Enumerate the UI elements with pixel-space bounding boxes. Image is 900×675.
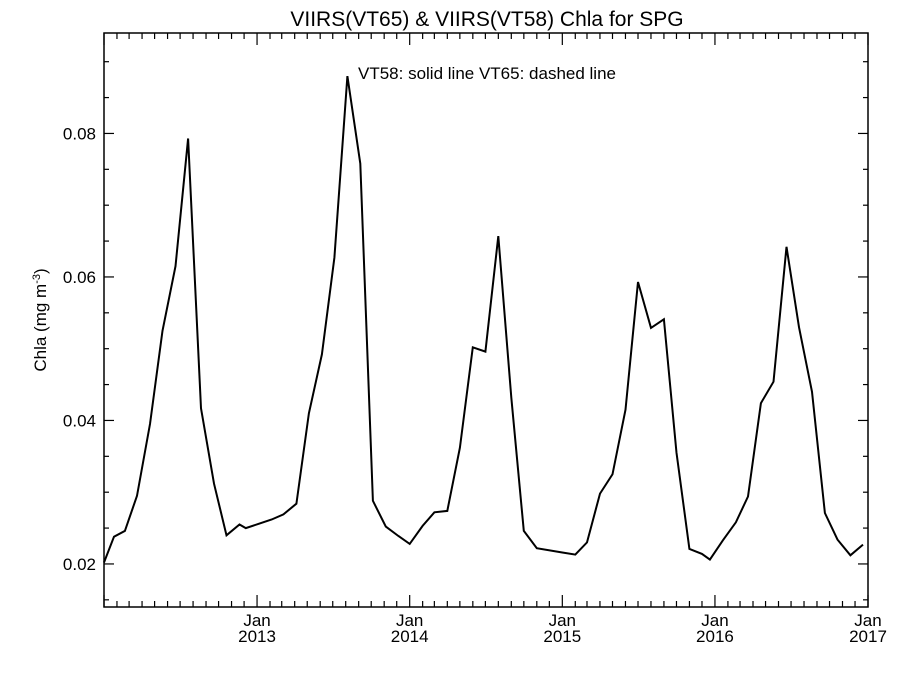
x-tick-label-month: Jan [243, 611, 270, 630]
x-tick-label-month: Jan [701, 611, 728, 630]
x-tick-label-month: Jan [854, 611, 881, 630]
series-layer [103, 75, 864, 563]
x-tick-label-year: 2016 [696, 627, 734, 646]
series-line-solid [103, 75, 864, 563]
y-axis-label-superscript: -3 [31, 274, 43, 284]
x-tick-label-year: 2014 [391, 627, 429, 646]
y-tick-label: 0.02 [63, 555, 96, 574]
y-tick-label: 0.06 [63, 268, 96, 287]
y-axis-label-main: Chla (mg m [31, 284, 50, 372]
chart-title: VIIRS(VT65) & VIIRS(VT58) Chla for SPG [290, 8, 683, 31]
plot-frame [103, 32, 869, 608]
y-axis-label-close: ) [31, 268, 50, 274]
x-tick-label-year: 2013 [238, 627, 276, 646]
series-annotation: VT58: solid line VT65: dashed line [358, 64, 616, 83]
x-tick-label-year: 2015 [543, 627, 581, 646]
y-tick-label: 0.04 [63, 411, 96, 430]
x-tick-label-month: Jan [549, 611, 576, 630]
y-tick-label: 0.08 [63, 124, 96, 143]
x-tick-label-month: Jan [396, 611, 423, 630]
y-axis-label: Chla (mg m-3) [31, 268, 50, 371]
y-axis: 0.02 0.04 0.06 0.08 [63, 61, 868, 601]
x-tick-label-year: 2017 [849, 627, 887, 646]
